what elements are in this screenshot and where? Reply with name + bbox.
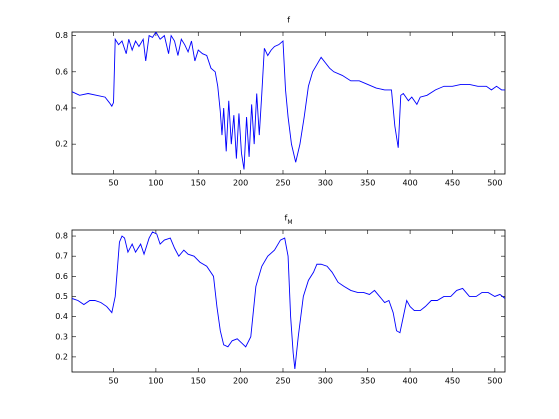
x-tick-label: 150 [191,179,206,188]
x-tick-label: 400 [402,179,417,188]
axes-title: fM [284,214,292,226]
y-tick-label: 0.6 [55,272,68,281]
axes-box [71,229,506,373]
x-tick-label: 350 [360,179,375,188]
data-line [72,231,505,370]
axes-title: f [287,16,290,25]
x-tick-label: 150 [191,377,206,386]
x-tick-label: 50 [108,179,118,188]
y-tick-label: 0.8 [55,31,68,40]
y-tick-label: 0.3 [55,332,68,341]
x-tick-label: 200 [233,377,248,386]
y-tick-label: 0.6 [55,67,68,76]
x-tick-label: 100 [148,377,163,386]
x-tick-label: 250 [275,179,290,188]
x-tick-label: 200 [233,179,248,188]
y-tick-label: 0.4 [55,103,68,112]
x-tick-label: 250 [275,377,290,386]
x-tick-label: 400 [402,377,417,386]
data-line [72,32,505,170]
y-tick-label: 0.4 [55,312,68,321]
x-tick-label: 500 [487,377,502,386]
x-tick-label: 50 [108,377,118,386]
x-tick-label: 350 [360,377,375,386]
axes-box [71,31,506,175]
y-tick-label: 0.7 [55,252,68,261]
x-tick-label: 300 [318,179,333,188]
x-tick-label: 450 [445,179,460,188]
y-tick-label: 0.8 [55,232,68,241]
y-tick-label: 0.5 [55,292,68,301]
x-tick-label: 500 [487,179,502,188]
x-tick-label: 450 [445,377,460,386]
x-tick-label: 100 [148,179,163,188]
y-tick-label: 0.2 [55,140,68,149]
x-tick-label: 300 [318,377,333,386]
title-subscript: M [287,219,292,226]
y-tick-label: 0.2 [55,352,68,361]
